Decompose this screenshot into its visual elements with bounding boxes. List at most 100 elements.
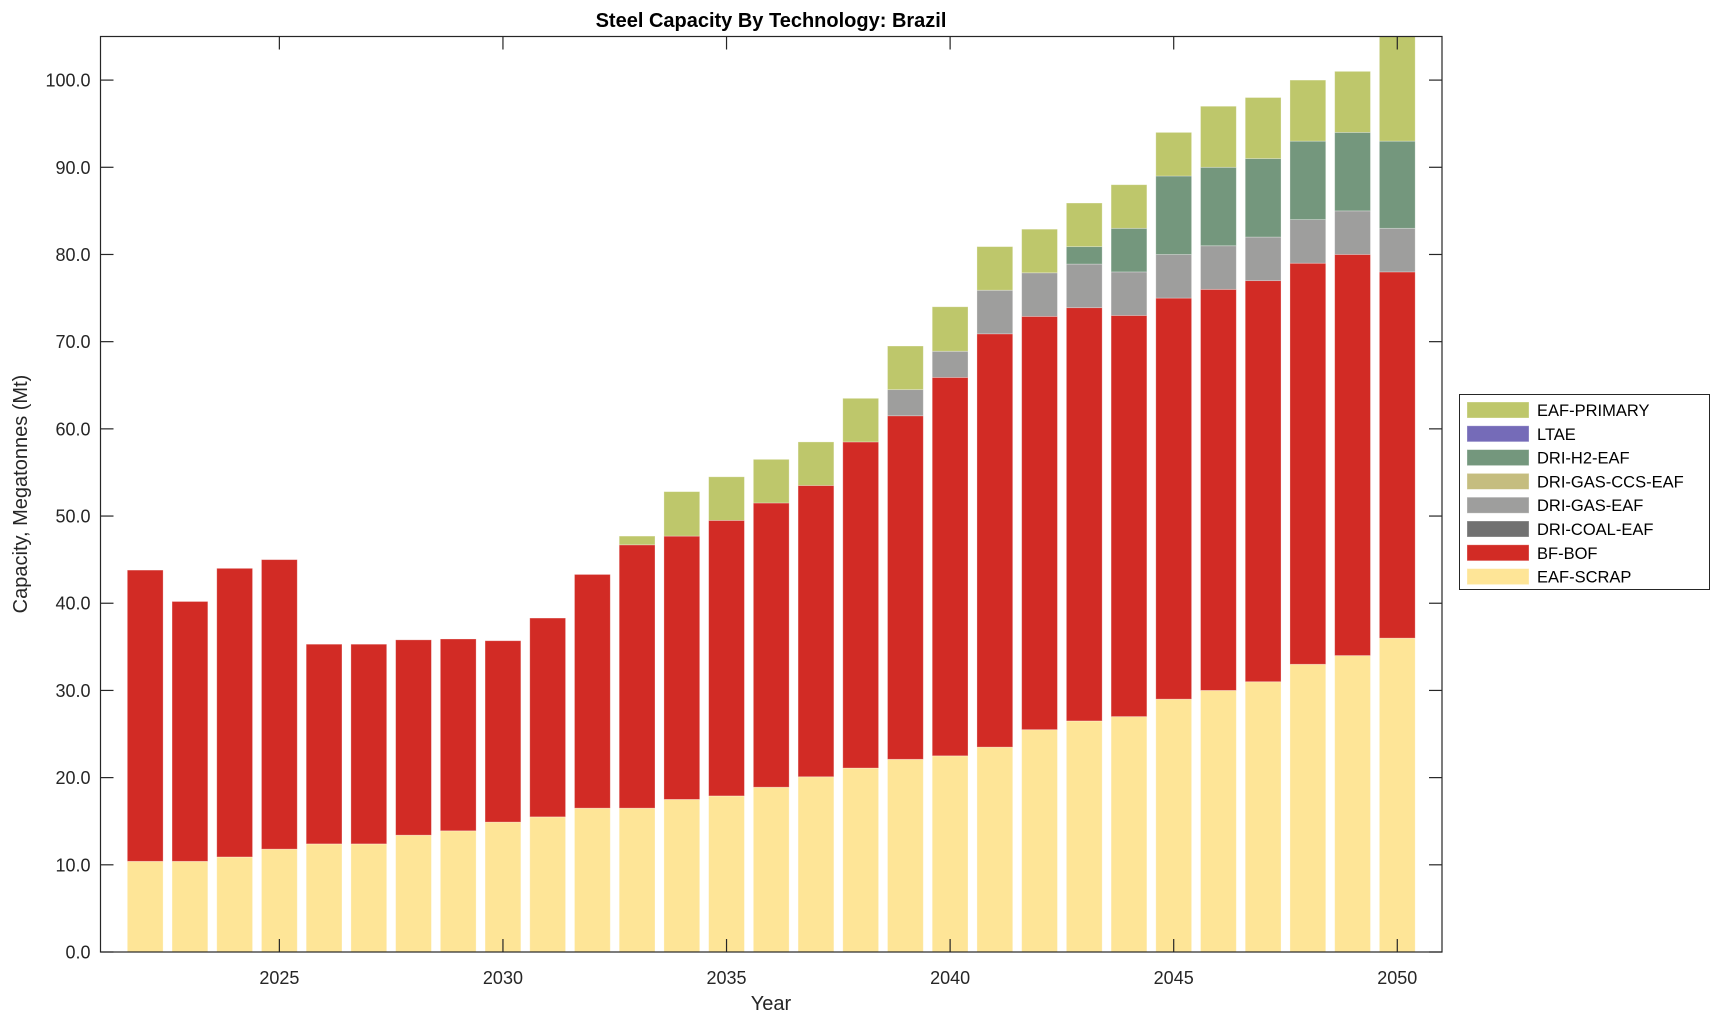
bar-dri-h2-eaf-2044 — [1110, 227, 1148, 273]
bar-bf-bof-2040 — [931, 377, 969, 757]
bar-bf-bof-2039 — [887, 415, 924, 760]
legend-swatch — [1466, 401, 1530, 419]
bar-eaf-scrap-2042 — [1021, 729, 1058, 952]
bar-eaf-primary-2038 — [842, 397, 879, 443]
x-tick-label: 2030 — [483, 968, 523, 988]
bar-bf-bof-2036 — [752, 502, 790, 788]
bar-eaf-scrap-2049 — [1334, 655, 1371, 952]
bar-stack-2045 — [1155, 132, 1192, 952]
bar-eaf-scrap-2026 — [305, 843, 343, 952]
legend-item-dri-gas-eaf: DRI-GAS-EAF — [1466, 496, 1643, 515]
bar-dri-gas-eaf-2048 — [1289, 219, 1327, 264]
legend-label: DRI-COAL-EAF — [1537, 521, 1653, 539]
bar-bf-bof-2028 — [395, 639, 432, 836]
bar-eaf-scrap-2029 — [439, 830, 477, 952]
bar-eaf-primary-2049 — [1334, 70, 1371, 133]
bar-bf-bof-2034 — [663, 535, 701, 800]
bar-eaf-primary-2045 — [1155, 132, 1192, 177]
bar-dri-gas-eaf-2046 — [1200, 245, 1237, 290]
bar-stack-2044 — [1110, 184, 1148, 952]
bar-eaf-primary-2048 — [1289, 79, 1327, 142]
bar-bf-bof-2047 — [1244, 280, 1282, 683]
bar-stack-2025 — [261, 559, 298, 952]
bar-eaf-scrap-2037 — [797, 776, 835, 952]
bar-stack-2036 — [752, 458, 790, 952]
bar-eaf-scrap-2044 — [1110, 716, 1148, 952]
bar-dri-h2-eaf-2045 — [1155, 175, 1192, 255]
legend-label: DRI-GAS-CCS-EAF — [1537, 473, 1684, 491]
bar-stack-2041 — [976, 246, 1014, 952]
bar-dri-h2-eaf-2049 — [1334, 132, 1371, 212]
bar-eaf-scrap-2048 — [1289, 663, 1327, 952]
legend-label: LTAE — [1537, 426, 1576, 444]
y-tick-label: 60.0 — [55, 419, 90, 439]
bar-stack-2038 — [842, 397, 879, 952]
y-tick-label: 70.0 — [55, 332, 90, 352]
y-tick-label: 0.0 — [65, 943, 90, 963]
bar-stack-2029 — [439, 638, 477, 952]
bar-bf-bof-2048 — [1289, 262, 1327, 665]
bar-eaf-scrap-2032 — [574, 807, 611, 952]
bar-stack-2037 — [797, 441, 835, 952]
bar-bf-bof-2030 — [484, 640, 522, 823]
x-tick-label: 2040 — [930, 968, 970, 988]
bar-eaf-scrap-2027 — [350, 843, 388, 952]
bar-eaf-scrap-2035 — [708, 795, 745, 952]
bar-stack-2039 — [887, 345, 924, 952]
bar-stack-2022 — [126, 569, 164, 952]
bar-dri-gas-eaf-2042 — [1021, 272, 1058, 317]
bar-eaf-primary-2047 — [1244, 97, 1282, 159]
bar-bf-bof-2041 — [976, 333, 1014, 748]
y-tick-label: 100.0 — [45, 71, 90, 91]
bar-bf-bof-2033 — [618, 544, 656, 809]
bar-dri-gas-eaf-2045 — [1155, 254, 1192, 299]
legend-item-eaf-primary: EAF-PRIMARY — [1466, 401, 1649, 420]
bar-eaf-scrap-2041 — [976, 746, 1014, 952]
legend: EAF-PRIMARY LTAE DRI-H2-EAF DRI-GAS-CCS-EAF… — [1459, 394, 1710, 590]
bar-bf-bof-2032 — [574, 574, 611, 809]
bar-stack-2046 — [1200, 105, 1237, 952]
bar-stack-2050 — [1378, 36, 1416, 952]
bar-bf-bof-2027 — [350, 643, 388, 845]
bar-dri-h2-eaf-2046 — [1200, 166, 1237, 247]
bar-eaf-scrap-2047 — [1244, 681, 1282, 952]
bar-eaf-primary-2040 — [931, 306, 969, 352]
legend-label: BF-BOF — [1537, 545, 1598, 563]
y-tick-label: 50.0 — [55, 507, 90, 527]
y-tick-label: 30.0 — [55, 681, 90, 701]
legend-swatch — [1466, 544, 1530, 562]
bar-bf-bof-2029 — [439, 638, 477, 832]
bar-eaf-primary-2033 — [618, 535, 656, 546]
bar-eaf-scrap-2039 — [887, 758, 924, 952]
bar-eaf-scrap-2034 — [663, 799, 701, 952]
y-tick-label: 90.0 — [55, 158, 90, 178]
bar-bf-bof-2042 — [1021, 315, 1058, 731]
bar-eaf-primary-2050 — [1378, 36, 1416, 142]
bar-eaf-scrap-2022 — [126, 860, 164, 952]
bar-bf-bof-2044 — [1110, 315, 1148, 717]
bar-eaf-primary-2041 — [976, 246, 1014, 291]
x-axis-label: Year — [751, 993, 792, 1015]
bar-eaf-scrap-2030 — [484, 821, 522, 952]
bar-eaf-primary-2042 — [1021, 228, 1058, 274]
bar-bf-bof-2046 — [1200, 288, 1237, 691]
x-tick-label: 2035 — [707, 968, 747, 988]
bar-stack-2027 — [350, 643, 388, 952]
x-tick-label: 2025 — [259, 968, 299, 988]
bar-eaf-scrap-2023 — [171, 860, 209, 952]
bar-bf-bof-2049 — [1334, 254, 1371, 656]
bar-eaf-scrap-2040 — [931, 755, 969, 952]
legend-label: EAF-PRIMARY — [1537, 402, 1649, 420]
bar-eaf-primary-2039 — [887, 345, 924, 391]
bar-stack-2032 — [574, 574, 611, 952]
bar-dri-gas-eaf-2049 — [1334, 210, 1371, 255]
legend-swatch — [1466, 449, 1530, 467]
bar-eaf-scrap-2024 — [216, 856, 253, 952]
bar-eaf-scrap-2043 — [1065, 720, 1103, 952]
bar-dri-h2-eaf-2047 — [1244, 158, 1282, 238]
legend-item-dri-gas-ccs-eaf: DRI-GAS-CCS-EAF — [1466, 472, 1684, 491]
bar-bf-bof-2031 — [529, 617, 566, 818]
bar-dri-gas-eaf-2044 — [1110, 271, 1148, 316]
legend-label: DRI-H2-EAF — [1537, 450, 1630, 468]
